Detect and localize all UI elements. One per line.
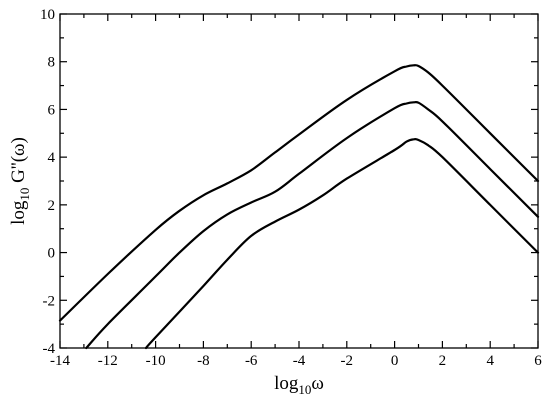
x-tick-label: -2 [341,353,354,369]
y-tick-labels: -4 -2 0 2 4 6 8 10 [40,7,56,357]
y-tick-label: 8 [48,55,56,71]
y-tick-label: -4 [43,341,56,357]
y-axis-label-rest: G''(ω) [8,137,29,187]
y-axis-label-base: log [8,200,29,225]
x-axis-label-base: log [274,373,299,394]
x-axis-label-subscript: 10 [298,382,311,397]
x-axis-label-rest: ω [311,373,324,394]
x-tick-label: -4 [293,353,306,369]
x-tick-label: -14 [50,353,70,369]
x-tick-label: 2 [439,353,447,369]
y-tick-label: 6 [48,102,56,118]
axis-ticks [59,13,539,349]
x-tick-label: 4 [486,353,494,369]
x-tick-label: -10 [146,353,166,369]
y-tick-label: 10 [40,7,55,23]
x-axis-label: log10ω [274,373,324,397]
y-tick-label: 0 [48,246,56,262]
y-tick-label: 4 [48,150,56,166]
x-tick-labels: -14 -12 -10 -8 -6 -4 -2 0 2 4 6 [50,353,542,369]
x-tick-label: -12 [98,353,118,369]
x-tick-label: -8 [197,353,210,369]
y-tick-label: -2 [43,293,56,309]
series-line-1 [58,64,540,322]
y-tick-label: 2 [48,198,56,214]
series-line-2 [85,100,540,350]
series-line-3 [144,138,540,350]
x-tick-label: -6 [245,353,258,369]
x-tick-label: 6 [534,353,542,369]
y-axis-label-subscript: 10 [17,188,32,201]
plot-frame [59,13,539,349]
y-axis-label: log10 G''(ω) [8,137,32,225]
series-lines [58,64,540,350]
x-tick-label: 0 [391,353,399,369]
